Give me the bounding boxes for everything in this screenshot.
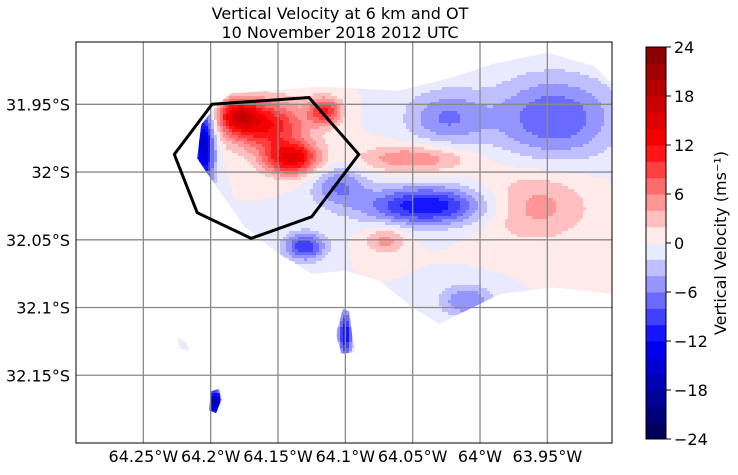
colorbar-swatch — [646, 292, 666, 309]
colorbar-tick-label: −18 — [674, 381, 708, 400]
colorbar-tick-label: 12 — [674, 136, 694, 155]
colorbar-tick-label: 0 — [674, 234, 684, 253]
colorbar-swatch — [646, 276, 666, 293]
colorbar-swatch — [646, 227, 666, 244]
x-tick-label: 64.25°W — [109, 447, 179, 466]
colorbar-swatch — [646, 210, 666, 227]
colorbar — [646, 47, 666, 440]
colorbar-swatch — [646, 325, 666, 342]
colorbar-swatch — [646, 63, 666, 80]
colorbar-swatch — [646, 357, 666, 374]
colorbar-swatch — [646, 145, 666, 162]
y-tick-label: 31.95°S — [6, 95, 70, 114]
x-tick-label: 64.1°W — [316, 447, 376, 466]
colorbar-swatch — [646, 194, 666, 211]
colorbar-swatch — [646, 129, 666, 146]
x-tick-label: 64.05°W — [378, 447, 448, 466]
x-tick-label: 64.15°W — [243, 447, 313, 466]
colorbar-tick-label: −6 — [674, 283, 698, 302]
colorbar-swatch — [646, 161, 666, 178]
colorbar-swatch — [646, 80, 666, 97]
colorbar-swatch — [646, 406, 666, 423]
colorbar-swatch — [646, 308, 666, 325]
colorbar-swatch — [646, 341, 666, 358]
colorbar-tick-label: 18 — [674, 87, 694, 106]
y-tick-label: 32°S — [31, 163, 70, 182]
colorbar-swatch — [646, 259, 666, 276]
colorbar-swatch — [646, 47, 666, 64]
y-tick-label: 32.1°S — [16, 299, 70, 318]
colorbar-tick-label: −24 — [674, 430, 708, 449]
colorbar-swatch — [646, 178, 666, 195]
x-tick-label: 64°W — [458, 447, 502, 466]
colorbar-swatch — [646, 112, 666, 129]
x-tick-label: 64.2°W — [181, 447, 241, 466]
chart-title: Vertical Velocity at 6 km and OT — [212, 4, 469, 23]
colorbar-tick-label: 24 — [674, 38, 694, 57]
colorbar-label: Vertical Velocity (ms⁻¹) — [711, 151, 730, 335]
colorbar-swatch — [646, 96, 666, 113]
colorbar-tick-label: 6 — [674, 185, 684, 204]
y-tick-label: 32.05°S — [6, 231, 70, 250]
chart-subtitle: 10 November 2018 2012 UTC — [221, 23, 458, 42]
colorbar-axis: 24 18 12 6 0 −6 −12 −18 −24 — [666, 38, 708, 449]
colorbar-swatch — [646, 423, 666, 440]
x-tick-label: 63.95°W — [513, 447, 583, 466]
colorbar-swatch — [646, 243, 666, 260]
colorbar-swatch — [646, 374, 666, 391]
colorbar-tick-label: −12 — [674, 332, 708, 351]
y-axis: 31.95°S 32°S 32.05°S 32.1°S 32.15°S — [6, 95, 70, 385]
colorbar-swatch — [646, 390, 666, 407]
y-tick-label: 32.15°S — [6, 366, 70, 385]
